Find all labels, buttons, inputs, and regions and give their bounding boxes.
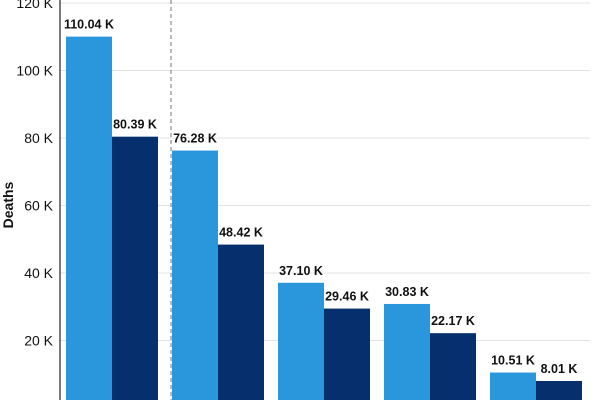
data-labels: 110.04 K 80.39 K 76.28 K 48.42 K 37.10 K29.4… xyxy=(64,18,577,376)
y-tick-label-0: 20 K xyxy=(24,333,53,349)
y-tick-label-2: 60 K xyxy=(24,198,53,214)
data-label-group4-series2: 22.17 K xyxy=(431,314,475,328)
data-label-group1-series1: 110.04 K xyxy=(64,18,114,32)
bars xyxy=(66,36,582,400)
data-label-group2-series2: 48.42 K xyxy=(219,226,263,240)
bar-group5-series2 xyxy=(536,380,582,400)
data-label-group3-series2: 29.46 K xyxy=(325,290,369,304)
y-tick-label-5: 120 K xyxy=(16,0,53,11)
bar-group5-series1 xyxy=(490,372,536,400)
data-label-group1-series2: 80.39 K xyxy=(113,118,157,132)
bar-group3-series2 xyxy=(324,308,370,400)
bar-group2-series1 xyxy=(172,150,218,400)
bar-group4-series2 xyxy=(430,333,476,400)
data-label-group4-series1: 30.83 K xyxy=(385,285,429,299)
bar-group1-series1 xyxy=(66,36,112,400)
bar-group4-series1 xyxy=(384,303,430,400)
y-axis: 20 K 40 K 60 K 80 K 100 K 120 K xyxy=(16,0,61,400)
y-axis-title: Deaths xyxy=(0,181,16,228)
bar-group1-series2 xyxy=(112,136,158,400)
bar-group3-series1 xyxy=(278,282,324,400)
y-tick-label-3: 80 K xyxy=(24,130,53,146)
data-label-group2-series1: 76.28 K xyxy=(173,132,217,146)
data-label-group5-series1: 10.51 K xyxy=(491,354,535,368)
data-label-group3-series1: 37.10 K xyxy=(279,264,323,278)
y-tick-label-1: 40 K xyxy=(24,265,53,281)
data-label-group5-series2: 8.01 K xyxy=(541,362,578,376)
y-tick-label-4: 100 K xyxy=(16,63,53,79)
bar-group2-series2 xyxy=(218,244,264,400)
